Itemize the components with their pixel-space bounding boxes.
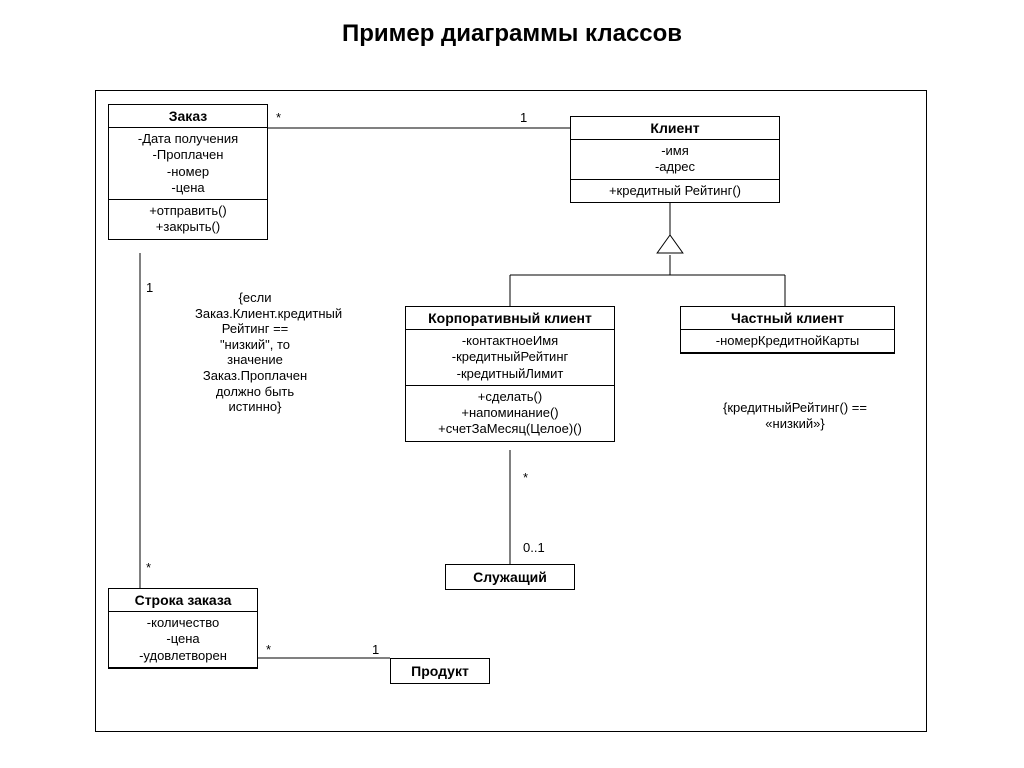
class-op: +отправить() xyxy=(115,203,261,219)
class-op: +закрыть() xyxy=(115,219,261,235)
class-client-attrs: -имя-адрес xyxy=(571,140,779,180)
class-orderline-attrs: -количество-цена-удовлетворен xyxy=(109,612,257,668)
class-orderline: Строка заказа -количество-цена-удовлетво… xyxy=(108,588,258,669)
class-order-name: Заказ xyxy=(109,105,267,128)
mult-corp-star: * xyxy=(523,470,528,485)
mult-emp-01: 0..1 xyxy=(523,540,545,555)
class-attr: -Проплачен xyxy=(115,147,261,163)
note-constraint-1: {если Заказ.Клиент.кредитный Рейтинг == … xyxy=(195,290,315,415)
mult-orderline-star2: * xyxy=(266,642,271,657)
class-attr: -контактноеИмя xyxy=(412,333,608,349)
class-corporate-name: Корпоративный клиент xyxy=(406,307,614,330)
note-constraint-2: {кредитныйРейтинг() == «низкий»} xyxy=(700,400,890,431)
class-attr: -кредитныйРейтинг xyxy=(412,349,608,365)
class-attr: -кредитныйЛимит xyxy=(412,366,608,382)
class-product-name: Продукт xyxy=(411,663,469,679)
class-attr: -количество xyxy=(115,615,251,631)
class-employee-name: Служащий xyxy=(473,569,547,585)
class-attr: -номерКредитнойКарты xyxy=(687,333,888,349)
class-order-attrs: -Дата получения-Проплачен-номер-цена xyxy=(109,128,267,200)
class-attr: -цена xyxy=(115,631,251,647)
class-op: +сделать() xyxy=(412,389,608,405)
class-attr: -адрес xyxy=(577,159,773,175)
class-attr: -цена xyxy=(115,180,261,196)
mult-order-star: * xyxy=(276,110,281,125)
class-product: Продукт xyxy=(390,658,490,684)
class-order-ops: +отправить()+закрыть() xyxy=(109,200,267,239)
class-private-attrs: -номерКредитнойКарты xyxy=(681,330,894,353)
class-corporate-ops: +сделать()+напоминание()+счетЗаМесяц(Цел… xyxy=(406,386,614,441)
class-corporate: Корпоративный клиент -контактноеИмя-кред… xyxy=(405,306,615,442)
class-orderline-name: Строка заказа xyxy=(109,589,257,612)
class-attr: -удовлетворен xyxy=(115,648,251,664)
class-private-name: Частный клиент xyxy=(681,307,894,330)
class-op: +счетЗаМесяц(Целое)() xyxy=(412,421,608,437)
diagram-canvas: Заказ -Дата получения-Проплачен-номер-це… xyxy=(0,0,1024,768)
class-op: +кредитный Рейтинг() xyxy=(577,183,773,199)
class-employee: Служащий xyxy=(445,564,575,590)
class-order: Заказ -Дата получения-Проплачен-номер-це… xyxy=(108,104,268,240)
mult-product-one: 1 xyxy=(372,642,379,657)
class-attr: -Дата получения xyxy=(115,131,261,147)
class-op: +напоминание() xyxy=(412,405,608,421)
class-corporate-attrs: -контактноеИмя-кредитныйРейтинг-кредитны… xyxy=(406,330,614,386)
class-private: Частный клиент -номерКредитнойКарты xyxy=(680,306,895,354)
class-attr: -номер xyxy=(115,164,261,180)
mult-order-one: 1 xyxy=(146,280,153,295)
class-client: Клиент -имя-адрес +кредитный Рейтинг() xyxy=(570,116,780,203)
mult-client-one: 1 xyxy=(520,110,527,125)
class-client-ops: +кредитный Рейтинг() xyxy=(571,180,779,202)
class-client-name: Клиент xyxy=(571,117,779,140)
class-attr: -имя xyxy=(577,143,773,159)
mult-orderline-star: * xyxy=(146,560,151,575)
